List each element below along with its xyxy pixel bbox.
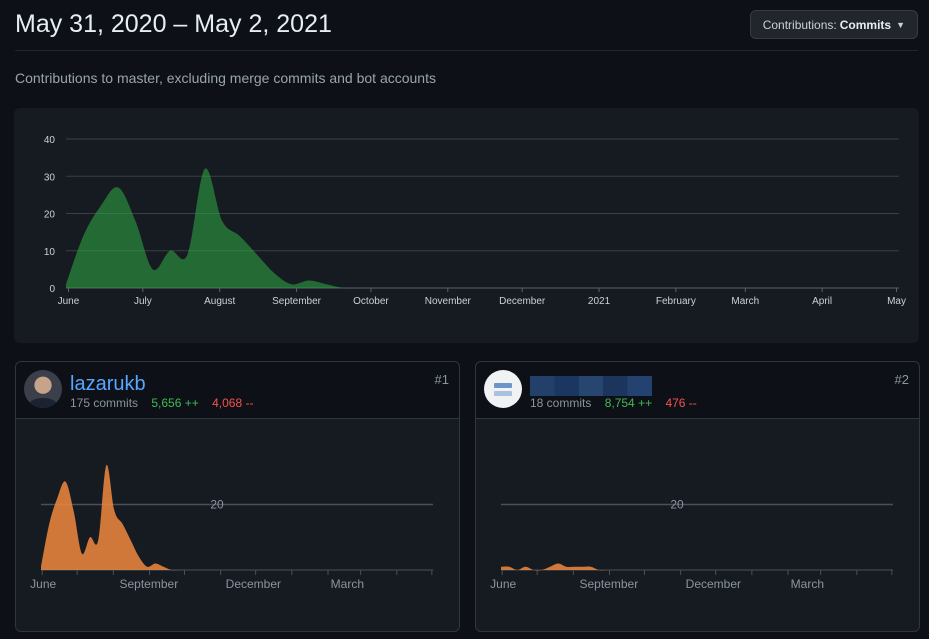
deletions-count: 476 --	[665, 396, 697, 410]
contributor-name-link[interactable]: lazarukb	[70, 373, 146, 395]
contributor-rank: #2	[894, 372, 909, 387]
main-xtick-label: February	[656, 296, 696, 307]
contributor-name-redacted[interactable]	[530, 376, 652, 396]
main-xtick-label: June	[58, 296, 80, 307]
contributor-xtick-label: September	[580, 577, 639, 591]
contributor-xtick-label: March	[791, 577, 824, 591]
main-ytick-label: 0	[49, 284, 55, 295]
contributor-area-series	[41, 464, 433, 571]
contributor-card-1: lazarukb 175 commits 5,656 ++ 4,068 -- #…	[15, 361, 460, 632]
deletions-count: 4,068 --	[212, 396, 254, 410]
commit-count-link[interactable]: 18 commits	[530, 396, 592, 410]
main-xtick-label: July	[134, 296, 152, 307]
additions-count: 5,656 ++	[151, 396, 199, 410]
main-xtick-label: November	[425, 296, 472, 307]
contributor-chart-svg: 20 June September December March	[490, 498, 893, 591]
contributions-value: Commits	[839, 17, 892, 32]
main-ytick-label: 20	[44, 210, 56, 221]
contributor-gridline-label: 20	[210, 498, 224, 512]
subtitle: Contributions to master, excluding merge…	[15, 70, 436, 86]
header-divider	[15, 50, 918, 51]
contributor-card-header: 18 commits 8,754 ++ 476 -- #2	[476, 362, 919, 419]
main-xtick-label: 2021	[588, 296, 611, 307]
contributor-gridline-label: 20	[670, 498, 684, 512]
contributor-card-2: 18 commits 8,754 ++ 476 -- #2 20 June Sept…	[475, 361, 920, 632]
contributor-xtick-label: June	[490, 577, 516, 591]
main-contributions-chart: 0 10 20 30 40 June July August September October N…	[14, 108, 919, 343]
avatar[interactable]	[484, 370, 522, 408]
contributor-xtick-label: December	[686, 577, 741, 591]
additions-count: 8,754 ++	[604, 396, 653, 410]
main-xtick-label: April	[812, 296, 832, 307]
main-ytick-label: 30	[44, 172, 56, 183]
contributor-area-series	[501, 563, 893, 571]
main-xtick-label: March	[731, 296, 759, 307]
contributions-label: Contributions:	[762, 17, 837, 32]
contributor-rank: #1	[434, 372, 449, 387]
caret-down-icon: ▼	[896, 19, 905, 30]
contributor-xtick-label: September	[120, 577, 179, 591]
main-xtick-label: December	[499, 296, 546, 307]
contributor-card-header: lazarukb 175 commits 5,656 ++ 4,068 -- #…	[16, 362, 459, 419]
main-chart-svg: 0 10 20 30 40 June July August September October N…	[44, 135, 906, 307]
avatar[interactable]	[24, 370, 62, 408]
main-ytick-label: 10	[44, 247, 56, 258]
contributor-stats: 175 commits 5,656 ++ 4,068 --	[70, 396, 253, 410]
contributor-chart-svg: 20 June September December March	[30, 464, 433, 591]
main-xtick-label: October	[353, 296, 389, 307]
contributor-stats: 18 commits 8,754 ++ 476 --	[530, 396, 697, 410]
main-xtick-label: September	[272, 296, 322, 307]
contributor-xtick-label: March	[331, 577, 364, 591]
contributions-dropdown-button[interactable]: Contributions: Commits ▼	[749, 10, 918, 39]
commit-count-link[interactable]: 175 commits	[70, 396, 139, 410]
contributor-xtick-label: December	[226, 577, 281, 591]
main-area-series	[66, 168, 899, 289]
main-xtick-label: May	[887, 296, 906, 307]
main-ytick-label: 40	[44, 135, 56, 146]
main-xtick-label: August	[204, 296, 235, 307]
contributor-xtick-label: June	[30, 577, 56, 591]
page-title: May 31, 2020 – May 2, 2021	[15, 10, 332, 38]
